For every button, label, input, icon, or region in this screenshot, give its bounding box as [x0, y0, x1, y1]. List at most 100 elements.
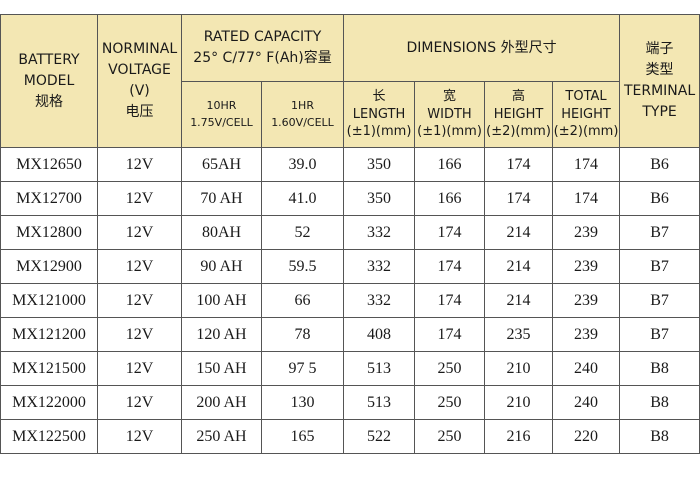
- cell-length: 332: [343, 249, 416, 284]
- cell-length: 332: [343, 215, 416, 250]
- header-height-line-3: (±2)(mm): [486, 124, 551, 140]
- header-length-line-2: LENGTH: [352, 106, 406, 122]
- cell-height: 235: [484, 317, 554, 352]
- header-10hr-line-2: 1.75V/CELL: [190, 115, 253, 129]
- header-total-height: TOTAL HEIGHT (±2)(mm): [552, 81, 621, 148]
- cell-height: 214: [484, 215, 554, 250]
- header-terminal-line-4: TYPE: [642, 104, 677, 120]
- header-total-line-2: HEIGHT: [561, 106, 611, 122]
- header-capacity-1hr: 1HR 1.60V/CELL: [260, 81, 345, 148]
- header-capacity-line-1: RATED CAPACITY: [203, 29, 322, 45]
- table-row: MX121500 12V 150 AH 97 5 513 250 210 240…: [0, 351, 700, 386]
- cell-total-height: 239: [552, 249, 621, 284]
- header-terminal-line-2: 类型: [645, 62, 674, 78]
- header-voltage-line-3: (V): [129, 83, 150, 99]
- cell-width: 166: [414, 181, 486, 216]
- cell-capacity-10hr: 80AH: [181, 215, 262, 250]
- cell-length: 513: [343, 351, 416, 386]
- cell-model: MX121500: [0, 351, 98, 386]
- header-dimensions-title: DIMENSIONS 外型尺寸: [406, 39, 557, 56]
- header-length: 长 LENGTH (±1)(mm): [343, 81, 416, 148]
- table-row: MX12900 12V 90 AH 59.5 332 174 214 239 B…: [0, 249, 700, 284]
- table-row: MX121000 12V 100 AH 66 332 174 214 239 B…: [0, 283, 700, 318]
- cell-model: MX121200: [0, 317, 98, 352]
- cell-capacity-10hr: 200 AH: [181, 385, 262, 420]
- header-length-line-3: (±1)(mm): [346, 124, 412, 140]
- cell-voltage: 12V: [97, 317, 182, 352]
- cell-total-height: 239: [552, 215, 621, 250]
- header-voltage-line-1: NORMINAL: [101, 41, 178, 57]
- header-model-line-2: MODEL: [23, 72, 75, 89]
- cell-terminal: B7: [619, 215, 700, 250]
- cell-terminal: B6: [619, 181, 700, 216]
- cell-total-height: 240: [552, 351, 621, 386]
- header-width: 宽 WIDTH (±1)(mm): [414, 81, 486, 148]
- cell-height: 214: [484, 283, 554, 318]
- header-length-line-1: 长: [372, 89, 386, 105]
- cell-length: 332: [343, 283, 416, 318]
- cell-voltage: 12V: [97, 419, 182, 454]
- cell-model: MX121000: [0, 283, 98, 318]
- header-1hr-line-1: 1HR: [291, 99, 314, 112]
- cell-length: 350: [343, 147, 416, 182]
- header-nominal-voltage: NORMINAL VOLTAGE (V) 电压: [97, 14, 182, 148]
- cell-capacity-10hr: 90 AH: [181, 249, 262, 284]
- cell-capacity-10hr: 100 AH: [181, 283, 262, 318]
- cell-width: 174: [414, 283, 486, 318]
- cell-height: 214: [484, 249, 554, 284]
- cell-width: 174: [414, 317, 486, 352]
- cell-height: 210: [484, 351, 554, 386]
- cell-capacity-1hr: 78: [260, 317, 345, 352]
- header-model-line-3: 规格: [35, 93, 63, 110]
- cell-terminal: B8: [619, 351, 700, 386]
- cell-height: 174: [484, 181, 554, 216]
- cell-width: 250: [414, 419, 486, 454]
- cell-capacity-10hr: 70 AH: [181, 181, 262, 216]
- table-row: MX12700 12V 70 AH 41.0 350 166 174 174 B…: [0, 181, 700, 216]
- table-row: MX122000 12V 200 AH 130 513 250 210 240 …: [0, 385, 700, 420]
- cell-model: MX12650: [0, 147, 98, 182]
- header-10hr-line-1: 10HR: [206, 99, 237, 112]
- header-width-line-1: 宽: [443, 89, 457, 105]
- cell-capacity-1hr: 41.0: [260, 181, 345, 216]
- header-terminal-line-1: 端子: [645, 41, 674, 57]
- cell-capacity-1hr: 39.0: [260, 147, 345, 182]
- cell-length: 513: [343, 385, 416, 420]
- header-width-line-3: (±1)(mm): [417, 124, 482, 140]
- cell-capacity-1hr: 66: [260, 283, 345, 318]
- cell-capacity-1hr: 59.5: [260, 249, 345, 284]
- battery-spec-sheet: BATTERY MODEL 规格 NORMINAL VOLTAGE (V) 电压…: [0, 14, 700, 454]
- cell-width: 250: [414, 385, 486, 420]
- header-voltage-line-4: 电压: [125, 104, 154, 120]
- cell-capacity-10hr: 250 AH: [181, 419, 262, 454]
- cell-model: MX12800: [0, 215, 98, 250]
- cell-width: 250: [414, 351, 486, 386]
- header-height: 高 HEIGHT (±2)(mm): [484, 81, 554, 148]
- cell-model: MX12900: [0, 249, 98, 284]
- header-terminal-line-3: TERMINAL: [623, 83, 696, 99]
- cell-capacity-10hr: 65AH: [181, 147, 262, 182]
- battery-spec-table: BATTERY MODEL 规格 NORMINAL VOLTAGE (V) 电压…: [0, 14, 700, 454]
- cell-model: MX122000: [0, 385, 98, 420]
- cell-height: 210: [484, 385, 554, 420]
- header-height-line-2: HEIGHT: [493, 106, 544, 122]
- table-row: MX12650 12V 65AH 39.0 350 166 174 174 B6: [0, 147, 700, 182]
- cell-height: 174: [484, 147, 554, 182]
- cell-capacity-10hr: 150 AH: [181, 351, 262, 386]
- cell-terminal: B8: [619, 385, 700, 420]
- cell-capacity-1hr: 97 5: [260, 351, 345, 386]
- cell-height: 216: [484, 419, 554, 454]
- cell-total-height: 220: [552, 419, 621, 454]
- table-header: BATTERY MODEL 规格 NORMINAL VOLTAGE (V) 电压…: [0, 14, 700, 148]
- header-1hr-line-2: 1.60V/CELL: [271, 115, 334, 129]
- header-total-line-3: (±2)(mm): [553, 124, 619, 140]
- cell-length: 408: [343, 317, 416, 352]
- header-height-line-1: 高: [512, 89, 526, 105]
- cell-model: MX122500: [0, 419, 98, 454]
- cell-terminal: B8: [619, 419, 700, 454]
- cell-voltage: 12V: [97, 283, 182, 318]
- cell-width: 174: [414, 249, 486, 284]
- cell-total-height: 240: [552, 385, 621, 420]
- cell-terminal: B7: [619, 283, 700, 318]
- cell-total-height: 239: [552, 283, 621, 318]
